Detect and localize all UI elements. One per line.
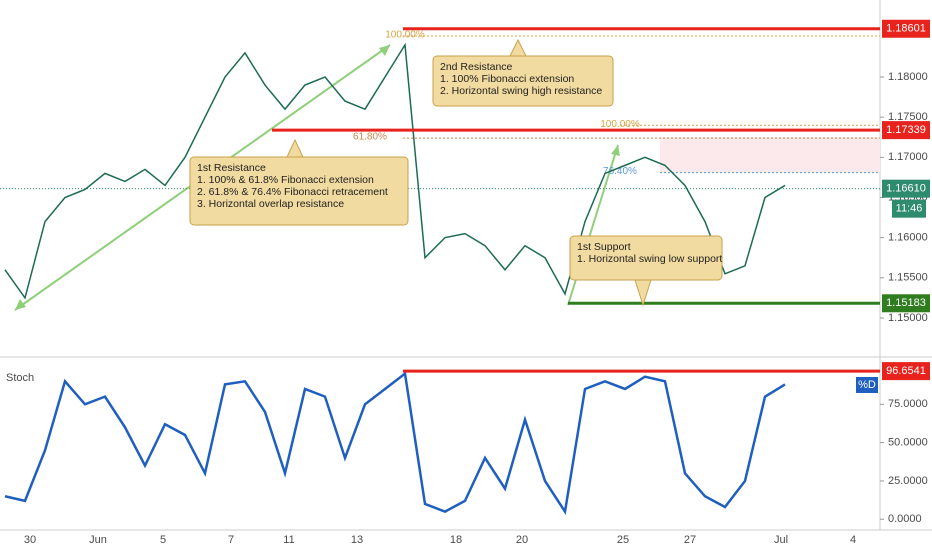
arrow: [379, 45, 390, 56]
legend-badge: [856, 377, 878, 393]
x-tick-label: 18: [450, 534, 462, 546]
level-badge: [882, 362, 930, 381]
fib-label: 76.40%: [603, 166, 637, 177]
x-tick-label: 30: [24, 534, 36, 546]
level-label: 1.15183: [886, 297, 926, 309]
level-label: 1.16610: [886, 183, 926, 195]
x-tick-label: 27: [684, 534, 696, 546]
level-label: 1.17339: [886, 124, 926, 136]
y-tick-label: 1.15500: [888, 272, 928, 284]
x-tick-label: 4: [850, 534, 856, 546]
series-line: [4, 371, 786, 515]
annotation-box: [569, 235, 723, 281]
annotation-box: [432, 55, 614, 107]
y-tick-label: 25.0000: [888, 475, 928, 487]
level-label: 1.18601: [886, 23, 926, 35]
x-tick-label: 20: [516, 534, 528, 546]
level-badge: [882, 294, 930, 313]
x-tick-label: 13: [351, 534, 363, 546]
annotation-box: [189, 156, 409, 226]
annotation-text: 1st Resistance: [197, 162, 266, 174]
time-label: 11:46: [896, 203, 923, 215]
x-tick-label: 5: [160, 534, 166, 546]
arrow: [15, 299, 26, 310]
annotation-text: 1. Horizontal swing low support: [577, 253, 722, 265]
legend-label: %D: [858, 379, 876, 391]
y-tick-label: 1.16000: [888, 232, 928, 244]
series-line: [4, 42, 786, 300]
x-tick-label: Jul: [774, 534, 788, 546]
annotation-text: 2nd Resistance: [440, 61, 513, 73]
level-badge: [882, 121, 930, 140]
fib-label: 61.80%: [353, 132, 387, 143]
annotation-text: 1st Support: [577, 241, 631, 253]
y-tick-label: 1.17000: [888, 151, 928, 163]
y-tick-label: 0.0000: [888, 513, 922, 525]
fib-label: 100.00%: [385, 30, 425, 41]
y-tick-label: 1.15000: [888, 312, 928, 324]
indicator-title: Stoch: [6, 372, 34, 384]
arrow: [611, 145, 620, 156]
x-tick-label: 25: [617, 534, 629, 546]
level-badge: [882, 19, 930, 38]
x-tick-label: 11: [283, 534, 294, 546]
y-tick-label: 1.17500: [888, 111, 928, 123]
x-tick-label: 7: [228, 534, 234, 546]
x-tick-label: Jun: [89, 534, 107, 546]
y-tick-label: 50.0000: [888, 437, 928, 449]
y-tick-label: 1.18000: [888, 71, 928, 83]
y-tick-label: 75.0000: [888, 398, 928, 410]
level-badge: [882, 179, 930, 198]
annotation-text: 2. Horizontal swing high resistance: [440, 85, 602, 97]
time-badge: [892, 199, 926, 218]
zone: [660, 137, 880, 172]
annotation-text: 3. Horizontal overlap resistance: [197, 198, 344, 210]
annotation-text: 1. 100% Fibonacci extension: [440, 73, 574, 85]
fib-label: 100.00%: [600, 119, 640, 130]
annotation-text: 1. 100% & 61.8% Fibonacci extension: [197, 174, 374, 186]
annotation-text: 2. 61.8% & 76.4% Fibonacci retracement: [197, 186, 388, 198]
level-label: 96.6541: [886, 365, 926, 377]
